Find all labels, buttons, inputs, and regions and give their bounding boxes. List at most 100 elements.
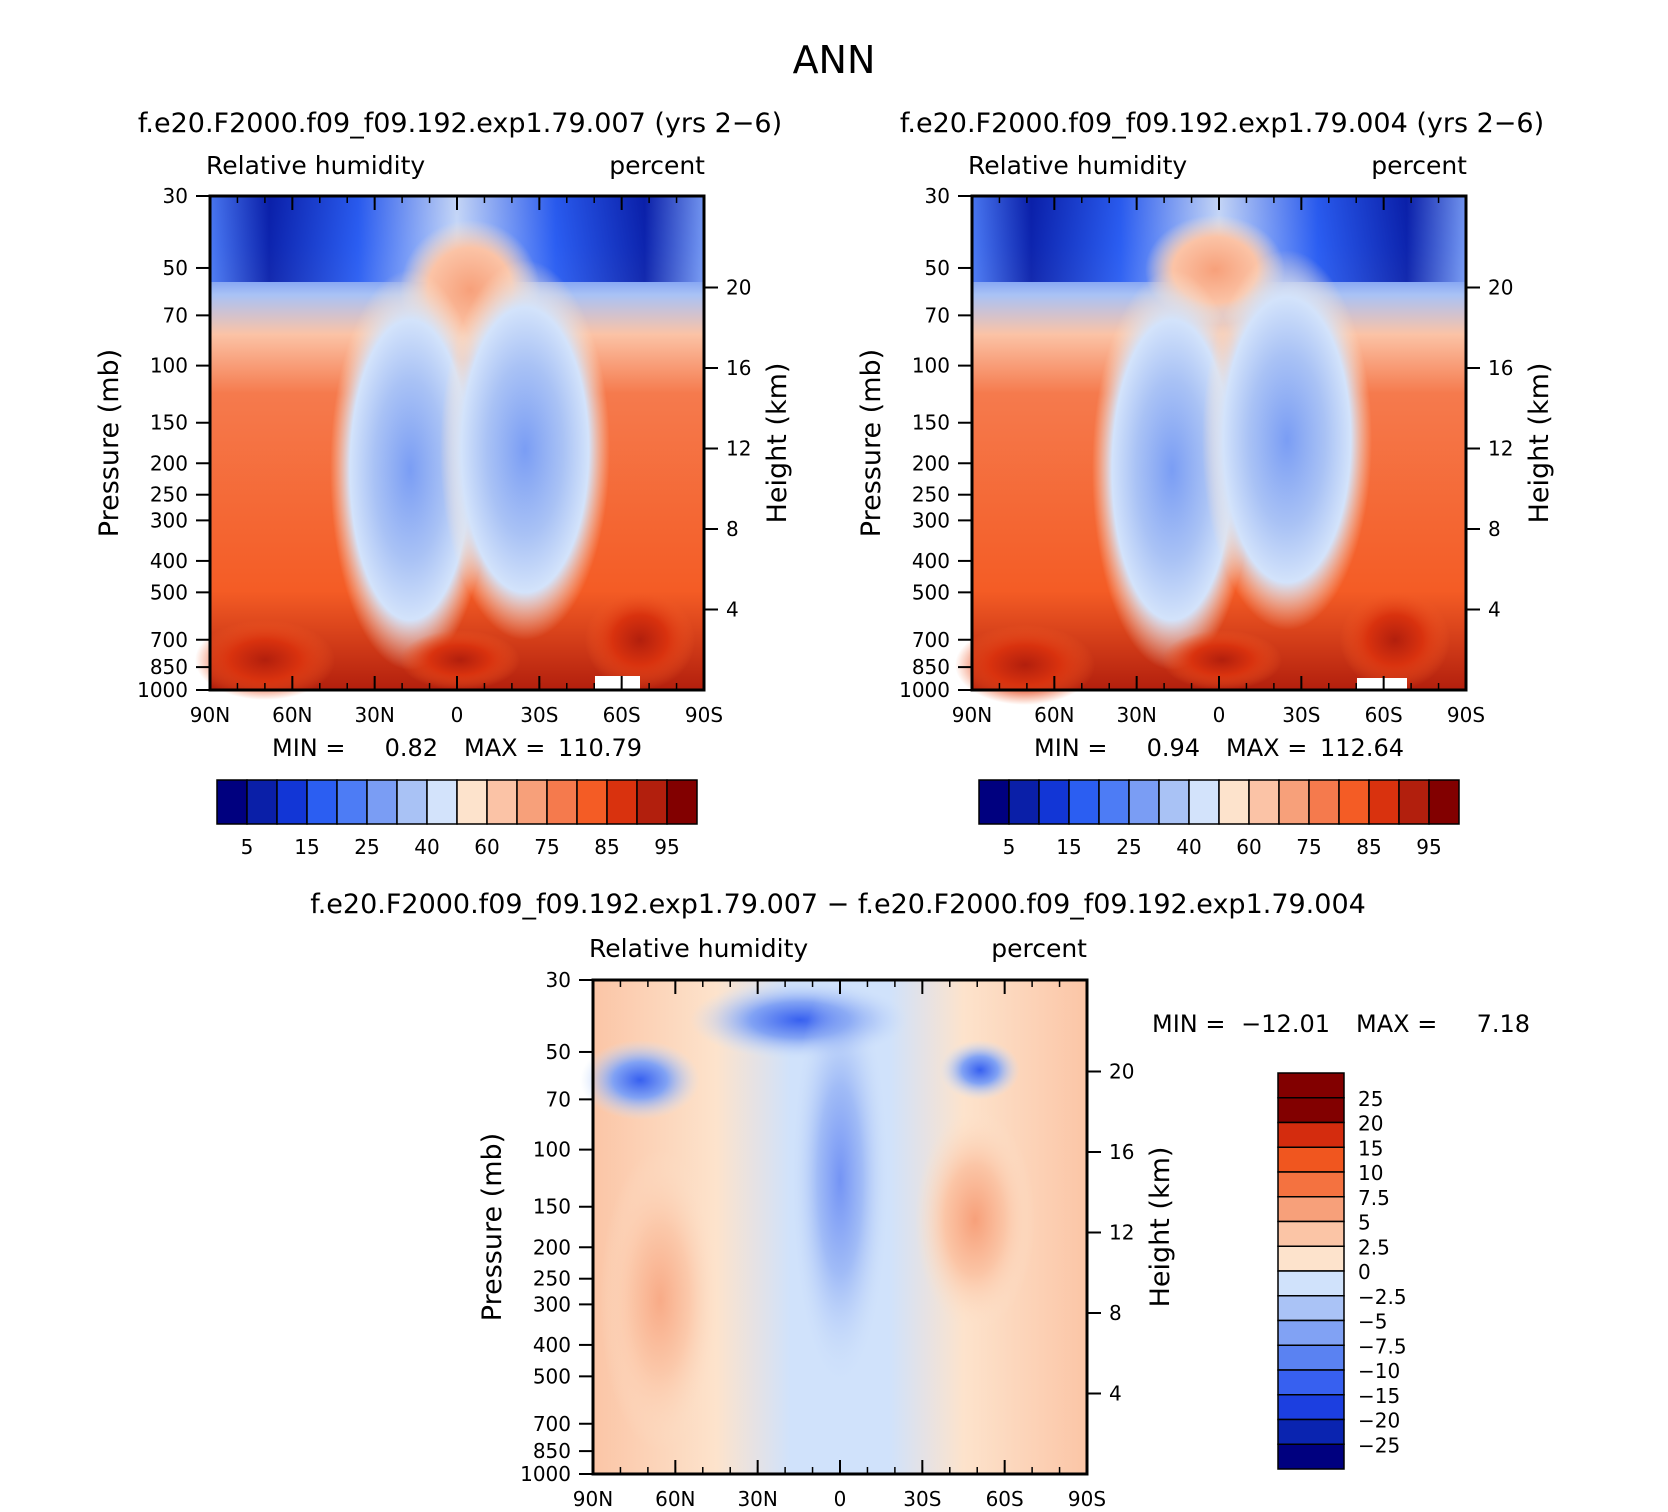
colorbar-box	[1277, 1121, 1345, 1148]
panel-2-colorbar: 5 15 25 40 60 75 85 95	[978, 779, 1460, 859]
pressure-tick-label: 400	[912, 549, 950, 573]
panel-3-y2label: Height (km)	[1145, 1147, 1176, 1308]
panel-2-max-value: 112.64	[1320, 734, 1404, 762]
latitude-tick-label: 60S	[986, 1487, 1024, 1511]
pressure-tick-label: 150	[912, 411, 950, 435]
height-tick-label: 20	[1488, 275, 1513, 299]
panel-1-field	[195, 194, 706, 700]
pressure-tick-label: 200	[533, 1235, 571, 1259]
pressure-tick-label: 150	[533, 1195, 571, 1219]
pressure-tick-label: 100	[533, 1138, 571, 1162]
pressure-tick-label: 30	[546, 968, 571, 992]
colorbar-box	[1277, 1097, 1345, 1124]
colorbar-box	[1277, 1344, 1345, 1371]
colorbar-label: 15	[1358, 1136, 1383, 1160]
pressure-tick-label: 100	[912, 354, 950, 378]
colorbar-box	[1277, 1220, 1345, 1247]
height-tick-label: 12	[1109, 1220, 1134, 1244]
pressure-tick-label: 200	[912, 451, 950, 475]
panel-2-run-title: f.e20.F2000.f09_f09.192.exp1.79.004 (yrs…	[900, 108, 1544, 139]
colorbar-box	[1277, 1319, 1345, 1346]
colorbar-label: 25	[1358, 1087, 1383, 1111]
panel-3-ylabel: Pressure (mb)	[477, 1133, 508, 1321]
height-tick-label: 20	[726, 275, 751, 299]
colorbar-box	[1277, 1369, 1345, 1396]
colorbar-box	[366, 779, 398, 825]
panel-3-min-value: −12.01	[1241, 1010, 1330, 1038]
colorbar-box	[1038, 779, 1070, 825]
colorbar-box	[1218, 779, 1250, 825]
colorbar-box	[1278, 779, 1310, 825]
height-tick-label: 20	[1109, 1059, 1134, 1083]
panel-difference: f.e20.F2000.f09_f09.192.exp1.79.007 − f.…	[310, 889, 1530, 1511]
height-tick-label: 8	[726, 517, 739, 541]
panel-2-field	[955, 194, 1468, 705]
colorbar-box	[606, 779, 638, 825]
latitude-tick-label: 0	[1213, 703, 1226, 727]
latitude-tick-label: 30N	[354, 703, 394, 727]
pressure-tick-label: 700	[150, 628, 188, 652]
latitude-tick-label: 90S	[1447, 703, 1485, 727]
colorbar-label: 0	[1358, 1260, 1371, 1284]
colorbar-label: 5	[241, 835, 254, 859]
pressure-tick-label: 850	[912, 655, 950, 679]
colorbar-label: 60	[1236, 835, 1261, 859]
colorbar-box	[306, 779, 338, 825]
colorbar-label: 15	[294, 835, 319, 859]
latitude-tick-label: 30S	[520, 703, 558, 727]
colorbar-box	[516, 779, 548, 825]
latitude-tick-label: 0	[834, 1487, 847, 1511]
panel-1-ylabel: Pressure (mb)	[94, 349, 125, 537]
colorbar-label: 95	[654, 835, 679, 859]
panel-3-field	[580, 970, 1089, 1476]
latitude-tick-label: 60S	[1365, 703, 1403, 727]
pressure-tick-label: 500	[150, 580, 188, 604]
panel-3-min-label: MIN =	[1152, 1010, 1225, 1038]
pressure-tick-label: 50	[163, 256, 188, 280]
colorbar-label: 5	[1003, 835, 1016, 859]
panel-2-y2-axis: Height (km) 20 16 12 8 4	[1466, 275, 1555, 621]
pressure-tick-label: 1000	[899, 678, 950, 702]
panel-1-x-axis: 90N 60N 30N 0 30S 60S 90S	[190, 196, 723, 727]
pressure-tick-label: 70	[163, 303, 188, 327]
pressure-tick-label: 850	[533, 1439, 571, 1463]
colorbar-box	[276, 779, 308, 825]
panel-2-right-string: percent	[1371, 151, 1467, 180]
pressure-tick-label: 70	[546, 1087, 571, 1111]
colorbar-box	[1098, 779, 1130, 825]
panel-3-max-value: 7.18	[1477, 1010, 1530, 1038]
colorbar-box	[1277, 1394, 1345, 1421]
figure-title: ANN	[793, 38, 876, 82]
colorbar-label: 15	[1056, 835, 1081, 859]
colorbar-box	[1248, 779, 1280, 825]
panel-3-run-title: f.e20.F2000.f09_f09.192.exp1.79.007 − f.…	[310, 889, 1366, 920]
pressure-tick-label: 300	[150, 508, 188, 532]
colorbar-label: 60	[474, 835, 499, 859]
colorbar-box	[1158, 779, 1190, 825]
colorbar-box	[1008, 779, 1040, 825]
pressure-tick-label: 1000	[137, 678, 188, 702]
pressure-tick-label: 1000	[520, 1462, 571, 1486]
colorbar-box	[1277, 1443, 1345, 1470]
pressure-tick-label: 30	[925, 184, 950, 208]
colorbar-box	[486, 779, 518, 825]
colorbar-label: −5	[1358, 1310, 1387, 1334]
colorbar-label: −10	[1358, 1359, 1400, 1383]
height-tick-label: 16	[1109, 1140, 1134, 1164]
latitude-tick-label: 90S	[1068, 1487, 1106, 1511]
colorbar-box	[1277, 1270, 1345, 1297]
panel-1-max-label: MAX =	[464, 734, 545, 762]
height-tick-label: 4	[1109, 1381, 1122, 1405]
panel-2-max-label: MAX =	[1226, 734, 1307, 762]
pressure-tick-label: 500	[533, 1364, 571, 1388]
pressure-tick-label: 400	[150, 549, 188, 573]
colorbar-box	[1368, 779, 1400, 825]
pressure-tick-label: 300	[912, 508, 950, 532]
colorbar-box	[576, 779, 608, 825]
colorbar-label: 20	[1358, 1112, 1383, 1136]
panel-1-min-label: MIN =	[272, 734, 345, 762]
latitude-tick-label: 90S	[685, 703, 723, 727]
panel-2-left-string: Relative humidity	[968, 151, 1187, 180]
panel-2-min-label: MIN =	[1034, 734, 1107, 762]
